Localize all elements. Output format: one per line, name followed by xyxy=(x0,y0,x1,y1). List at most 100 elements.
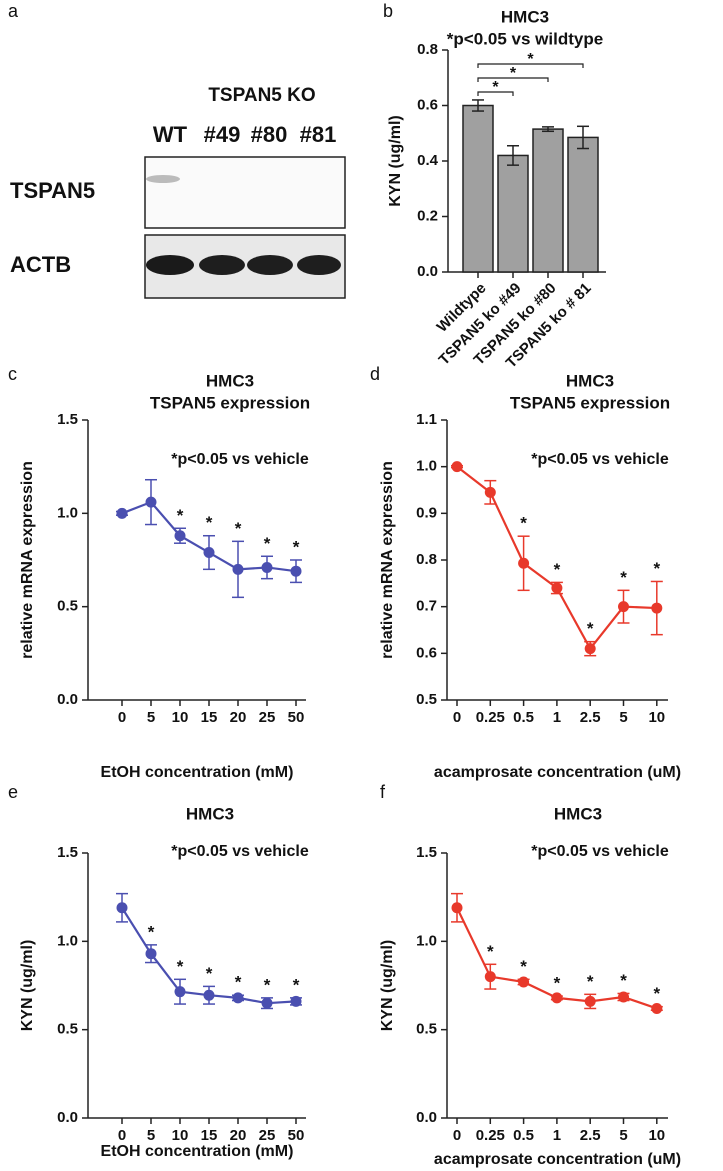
point xyxy=(116,507,128,519)
y-tick-label: 1.0 xyxy=(416,458,437,475)
x-tick-label: 10 xyxy=(648,709,665,726)
error-bar xyxy=(577,125,589,150)
significance-label: * xyxy=(177,506,184,525)
panel-label: a xyxy=(8,1,19,21)
significance-label: * xyxy=(520,957,527,976)
significance-bracket xyxy=(477,77,549,82)
y-axis-label: KYN (ug/ml) xyxy=(19,940,36,1032)
point xyxy=(518,557,530,569)
point xyxy=(618,601,629,613)
y-tick-label: 0.5 xyxy=(57,598,78,615)
significance-label: * xyxy=(620,568,627,587)
y-axis-label: relative mRNA expression xyxy=(379,461,396,659)
x-tick-label: 2.5 xyxy=(580,709,601,726)
x-tick-label: 25 xyxy=(259,709,276,726)
annotation: *p<0.05 vs vehicle xyxy=(531,451,669,468)
error-bar xyxy=(542,126,554,133)
chart-subtitle: *p<0.05 vs wildtype xyxy=(447,29,603,48)
significance-label: * xyxy=(264,975,271,994)
significance-label: * xyxy=(554,560,561,579)
point xyxy=(651,602,663,614)
point xyxy=(551,992,563,1004)
panel-label: c xyxy=(8,364,17,384)
point xyxy=(203,989,215,1001)
x-tick-label: 1 xyxy=(553,709,561,726)
x-axis-label: EtOH concentration (mM) xyxy=(101,1143,294,1160)
lane-label: #49 xyxy=(204,122,241,147)
point xyxy=(232,563,244,575)
x-tick-label: 10 xyxy=(172,1127,189,1144)
y-tick-label: 0.9 xyxy=(416,504,437,521)
point xyxy=(203,547,215,559)
y-tick-label: 0.7 xyxy=(416,598,437,615)
point xyxy=(518,976,530,988)
chart-subtitle: TSPAN5 expression xyxy=(510,393,670,412)
point xyxy=(584,995,596,1007)
x-axis-label: acamprosate concentration (uM) xyxy=(434,764,681,781)
band xyxy=(297,255,341,275)
x-tick-label: 50 xyxy=(288,709,305,726)
x-tick-label: 0 xyxy=(118,1127,126,1144)
point xyxy=(484,486,496,498)
significance-label: * xyxy=(177,957,184,976)
significance-label: * xyxy=(620,971,627,990)
significance-label: * xyxy=(206,964,213,983)
x-tick-label: 15 xyxy=(201,1127,218,1144)
x-tick-label: 5 xyxy=(147,709,155,726)
y-tick-label: 0.5 xyxy=(416,1021,437,1038)
point xyxy=(174,530,186,542)
point xyxy=(584,643,596,655)
point xyxy=(618,991,629,1003)
significance-label: * xyxy=(206,513,213,532)
bar xyxy=(532,128,564,273)
y-tick-label: 1.0 xyxy=(57,504,78,521)
x-tick-label: 20 xyxy=(230,709,247,726)
significance-label: * xyxy=(510,65,517,82)
x-tick-label: 2.5 xyxy=(580,1127,601,1144)
x-tick-label: 5 xyxy=(619,1127,627,1144)
blot-panel: a TSPAN5 KO WT #49 #80 #81 TSPAN5 ACTB xyxy=(8,1,346,299)
x-tick-label: 0 xyxy=(118,709,126,726)
bar xyxy=(462,104,494,273)
y-tick-label: 0.2 xyxy=(417,207,438,224)
x-tick-label: 10 xyxy=(648,1127,665,1144)
chart-title: HMC3 xyxy=(206,371,254,390)
y-tick-label: 0.0 xyxy=(416,1109,437,1126)
x-tick-label: 25 xyxy=(259,1127,276,1144)
row-label: ACTB xyxy=(10,252,71,277)
significance-label: * xyxy=(148,922,155,941)
x-tick-label: 10 xyxy=(172,709,189,726)
group-label: TSPAN5 KO xyxy=(208,85,315,106)
point xyxy=(261,561,273,573)
significance-label: * xyxy=(293,537,300,556)
chart-title: HMC3 xyxy=(501,7,549,26)
band xyxy=(199,255,245,275)
significance-label: * xyxy=(520,514,527,533)
x-tick-label: 5 xyxy=(147,1127,155,1144)
x-tick-label: 1 xyxy=(553,1127,561,1144)
x-tick-label: 0.5 xyxy=(513,709,534,726)
bar xyxy=(567,136,599,273)
y-tick-label: 0.8 xyxy=(416,551,437,568)
annotation: *p<0.05 vs vehicle xyxy=(531,843,669,860)
bar xyxy=(497,154,529,273)
significance-label: * xyxy=(653,984,660,1003)
significance-label: * xyxy=(235,519,242,538)
significance-bracket xyxy=(477,91,514,96)
y-tick-label: 0.5 xyxy=(416,691,437,708)
y-tick-label: 1.0 xyxy=(416,932,437,949)
band xyxy=(146,255,194,275)
x-axis-label: acamprosate concentration (uM) xyxy=(434,1151,681,1168)
x-tick-label: 0 xyxy=(453,1127,461,1144)
x-tick-label: 0.25 xyxy=(476,1127,505,1144)
significance-label: * xyxy=(293,975,300,994)
lane-label: #80 xyxy=(251,122,288,147)
significance-label: * xyxy=(492,79,499,96)
band xyxy=(146,175,180,183)
point xyxy=(651,1002,663,1014)
y-axis-label: KYN (ug/ml) xyxy=(379,940,396,1032)
point xyxy=(451,902,463,914)
x-tick-label: 15 xyxy=(201,709,218,726)
y-tick-label: 0.6 xyxy=(417,96,438,113)
